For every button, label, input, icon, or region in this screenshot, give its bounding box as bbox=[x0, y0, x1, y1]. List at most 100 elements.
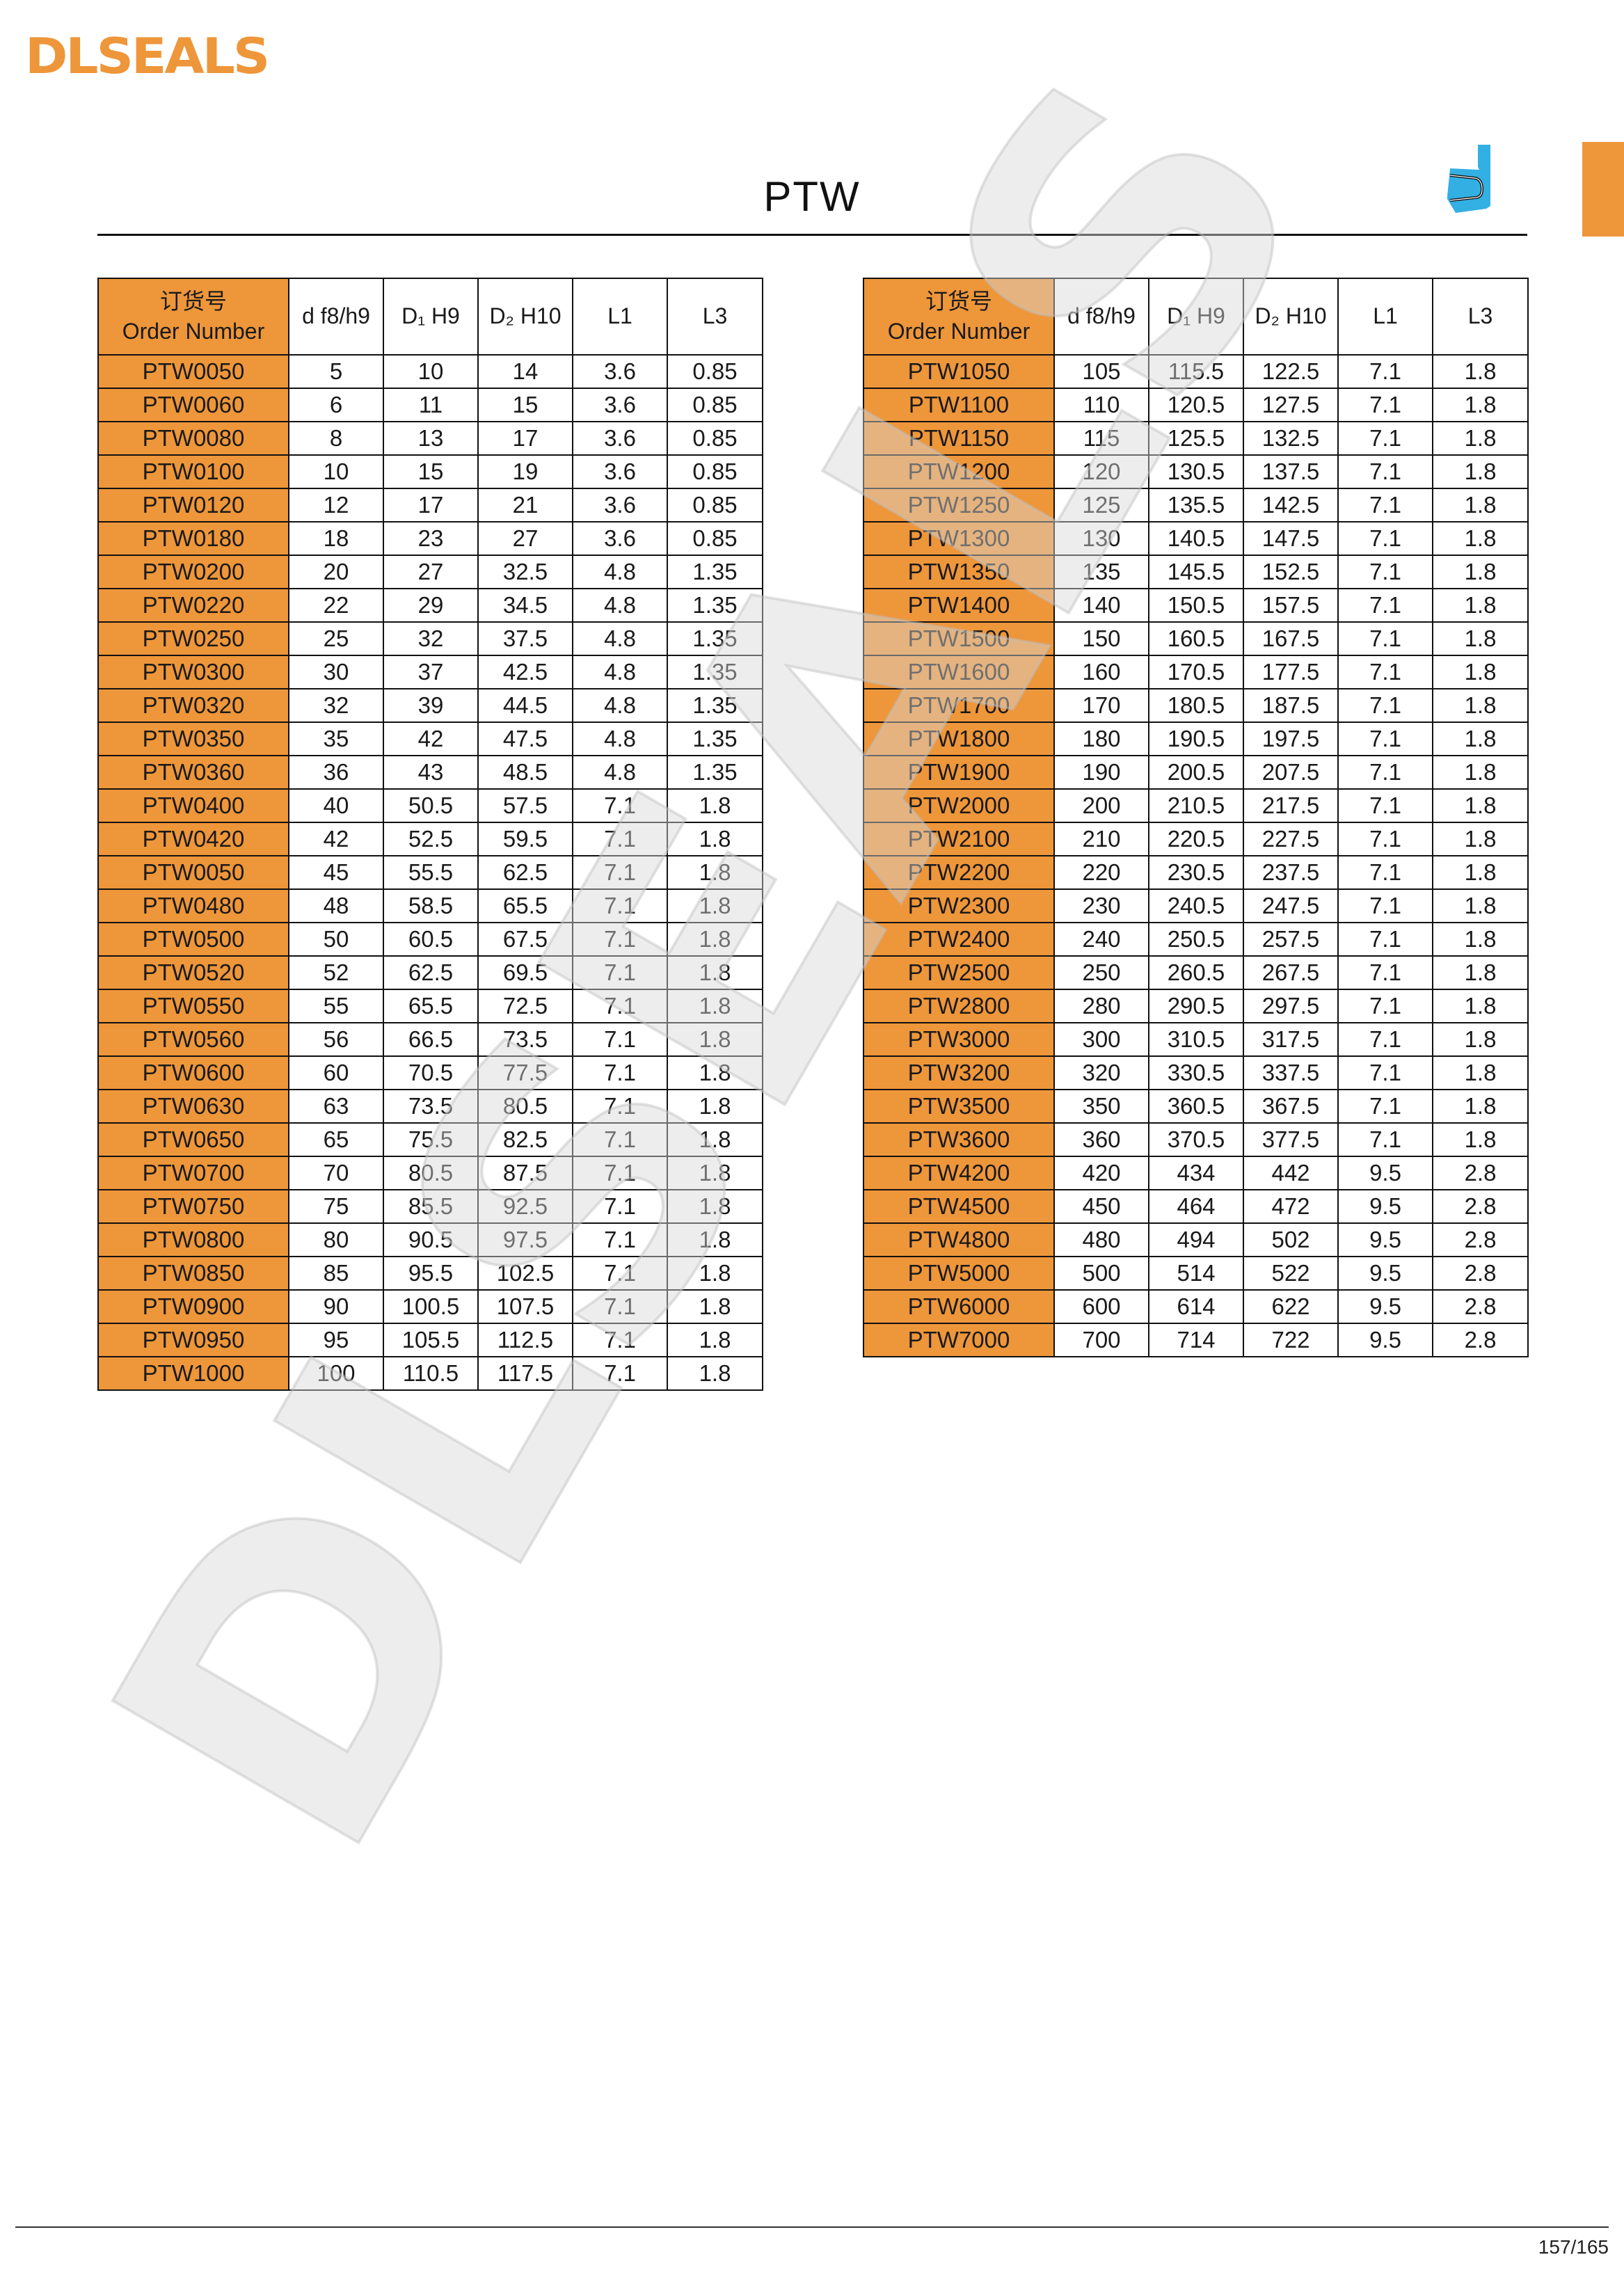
cell-order-number: PTW0800 bbox=[97, 1222, 289, 1257]
cell-d: 210 bbox=[1053, 822, 1149, 856]
cell-d: 110 bbox=[1053, 388, 1149, 422]
cell-l1: 7.1 bbox=[1337, 922, 1433, 957]
cell-d2: 147.5 bbox=[1243, 521, 1339, 556]
cell-d: 25 bbox=[288, 621, 384, 656]
cell-d1: 290.5 bbox=[1148, 989, 1244, 1023]
table-row: PTW1350 135 145.5 152.5 7.1 1.8 bbox=[863, 555, 1529, 589]
cell-l3: 1.8 bbox=[1432, 521, 1529, 556]
cell-l3: 1.8 bbox=[667, 1289, 763, 1324]
cell-d1: 250.5 bbox=[1148, 922, 1244, 957]
cell-order-number: PTW0050 bbox=[97, 354, 289, 389]
table-row: PTW2400 240 250.5 257.5 7.1 1.8 bbox=[863, 922, 1529, 957]
cell-d1: 330.5 bbox=[1148, 1055, 1244, 1090]
cell-d2: 19 bbox=[477, 454, 573, 489]
header-order-en: Order Number bbox=[887, 319, 1030, 344]
cell-l3: 1.8 bbox=[667, 1089, 763, 1124]
cell-d2: 622 bbox=[1243, 1289, 1339, 1324]
cell-l3: 1.8 bbox=[1432, 1122, 1529, 1157]
table-row: PTW3000 300 310.5 317.5 7.1 1.8 bbox=[863, 1022, 1529, 1057]
cell-l1: 7.1 bbox=[1337, 888, 1433, 923]
cell-d: 320 bbox=[1053, 1055, 1149, 1090]
cell-d: 10 bbox=[288, 454, 384, 489]
cell-d: 90 bbox=[288, 1289, 384, 1324]
cell-d1: 310.5 bbox=[1148, 1022, 1244, 1057]
cell-d: 30 bbox=[288, 655, 384, 689]
cell-l1: 4.8 bbox=[572, 588, 668, 623]
cell-order-number: PTW0560 bbox=[97, 1022, 289, 1057]
cell-d2: 77.5 bbox=[477, 1055, 573, 1090]
cell-l1: 7.1 bbox=[572, 1256, 668, 1291]
cell-l3: 1.35 bbox=[667, 722, 763, 756]
section-tab-marker bbox=[1582, 142, 1624, 237]
cell-d2: 142.5 bbox=[1243, 488, 1339, 523]
cell-l3: 1.8 bbox=[1432, 955, 1529, 990]
table-row: PTW1000 100 110.5 117.5 7.1 1.8 bbox=[97, 1356, 763, 1391]
cell-l3: 1.35 bbox=[667, 755, 763, 790]
cell-order-number: PTW2800 bbox=[863, 989, 1055, 1023]
cell-l3: 1.8 bbox=[1432, 1055, 1529, 1090]
cell-d: 200 bbox=[1053, 788, 1149, 823]
dlseals-logo: DLSEALS bbox=[25, 28, 270, 85]
cell-d2: 207.5 bbox=[1243, 755, 1339, 790]
table-row: PTW3200 320 330.5 337.5 7.1 1.8 bbox=[863, 1055, 1529, 1090]
cell-d2: 317.5 bbox=[1243, 1022, 1339, 1057]
table-row: PTW1200 120 130.5 137.5 7.1 1.8 bbox=[863, 454, 1529, 489]
cell-l1: 7.1 bbox=[1337, 755, 1433, 790]
cell-l3: 1.8 bbox=[667, 1122, 763, 1157]
cell-d: 180 bbox=[1053, 722, 1149, 756]
header-order-cn: 订货号 bbox=[925, 288, 992, 314]
cell-l3: 1.35 bbox=[667, 688, 763, 723]
cell-order-number: PTW0850 bbox=[97, 1256, 289, 1291]
cell-l1: 7.1 bbox=[1337, 588, 1433, 623]
cell-order-number: PTW1900 bbox=[863, 755, 1055, 790]
cell-d2: 62.5 bbox=[477, 855, 573, 890]
cell-order-number: PTW4500 bbox=[863, 1189, 1055, 1224]
cell-d2: 15 bbox=[477, 388, 573, 422]
cell-l3: 1.8 bbox=[667, 1189, 763, 1224]
table-row: PTW7000 700 714 722 9.5 2.8 bbox=[863, 1323, 1529, 1357]
cell-d: 100 bbox=[288, 1356, 384, 1391]
cell-d: 160 bbox=[1053, 655, 1149, 689]
cell-l1: 7.1 bbox=[1337, 688, 1433, 723]
cell-order-number: PTW1700 bbox=[863, 688, 1055, 723]
table-row: PTW0050 45 55.5 62.5 7.1 1.8 bbox=[97, 855, 763, 890]
cell-l1: 9.5 bbox=[1337, 1156, 1433, 1190]
cell-d1: 140.5 bbox=[1148, 521, 1244, 556]
cell-d: 230 bbox=[1053, 888, 1149, 923]
table-row: PTW1150 115 125.5 132.5 7.1 1.8 bbox=[863, 421, 1529, 456]
cell-order-number: PTW0220 bbox=[97, 588, 289, 623]
cell-order-number: PTW0900 bbox=[97, 1289, 289, 1324]
table-row: PTW1100 110 120.5 127.5 7.1 1.8 bbox=[863, 388, 1529, 422]
cell-l1: 7.1 bbox=[1337, 1022, 1433, 1057]
header-d1: D₁ H9 bbox=[383, 278, 479, 356]
cell-d2: 65.5 bbox=[477, 888, 573, 923]
cell-l3: 2.8 bbox=[1432, 1189, 1529, 1224]
table-row: PTW2300 230 240.5 247.5 7.1 1.8 bbox=[863, 888, 1529, 923]
cell-l3: 1.8 bbox=[1432, 655, 1529, 689]
cell-d1: 240.5 bbox=[1148, 888, 1244, 923]
cell-l1: 7.1 bbox=[1337, 555, 1433, 589]
cell-l1: 4.8 bbox=[572, 688, 668, 723]
cell-l1: 7.1 bbox=[572, 922, 668, 957]
cell-d: 80 bbox=[288, 1222, 384, 1257]
cell-l3: 1.8 bbox=[667, 1323, 763, 1357]
cell-l1: 7.1 bbox=[572, 1022, 668, 1057]
cell-d: 220 bbox=[1053, 855, 1149, 890]
cell-order-number: PTW3200 bbox=[863, 1055, 1055, 1090]
cell-d2: 59.5 bbox=[477, 822, 573, 856]
cell-l1: 7.1 bbox=[1337, 855, 1433, 890]
cell-d: 50 bbox=[288, 922, 384, 957]
cell-d1: 13 bbox=[383, 421, 479, 456]
table-row: PTW1700 170 180.5 187.5 7.1 1.8 bbox=[863, 688, 1529, 723]
header-l1: L1 bbox=[1337, 278, 1433, 356]
cell-order-number: PTW0950 bbox=[97, 1323, 289, 1357]
cell-d1: 125.5 bbox=[1148, 421, 1244, 456]
cell-order-number: PTW2400 bbox=[863, 922, 1055, 957]
cell-l1: 7.1 bbox=[1337, 1089, 1433, 1124]
cell-d2: 21 bbox=[477, 488, 573, 523]
cell-l1: 7.1 bbox=[572, 989, 668, 1023]
cell-d: 300 bbox=[1053, 1022, 1149, 1057]
cell-d: 120 bbox=[1053, 454, 1149, 489]
header-d: d f8/h9 bbox=[288, 278, 384, 356]
cell-d: 350 bbox=[1053, 1089, 1149, 1124]
